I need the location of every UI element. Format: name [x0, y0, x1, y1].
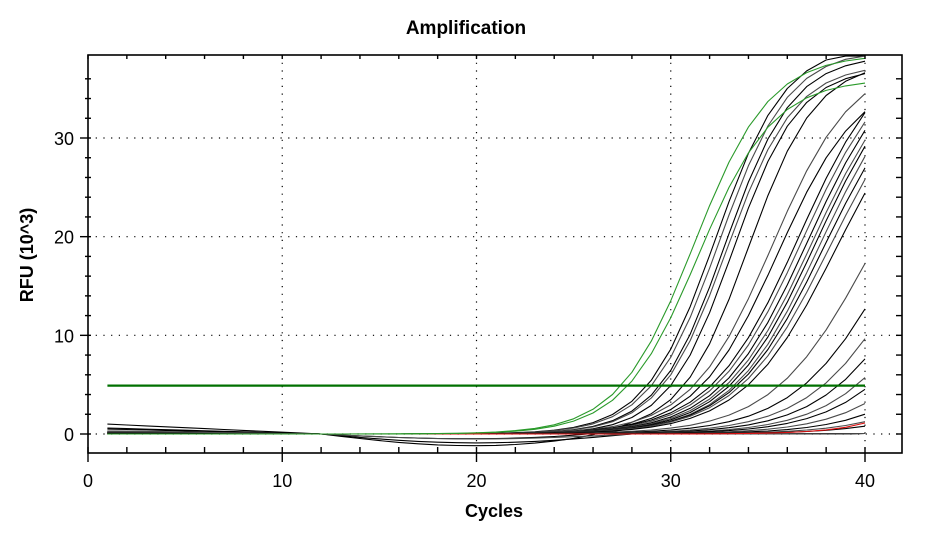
x-tick-label-40: 40: [855, 471, 875, 491]
x-tick-label-20: 20: [466, 471, 486, 491]
x-tick-label-0: 0: [83, 471, 93, 491]
grid-lines: [88, 55, 902, 453]
x-tick-label-10: 10: [272, 471, 292, 491]
y-tick-label-20: 20: [54, 228, 74, 248]
curve-well-15: [107, 167, 866, 440]
chart-title: Amplification: [406, 18, 526, 39]
curve-well-13: [107, 145, 866, 435]
curve-well-19: [107, 308, 866, 435]
y-tick-label-30: 30: [54, 129, 74, 149]
y-tick-label-0: 0: [64, 425, 74, 445]
amplification-curves: [107, 55, 866, 447]
curve-well-4: [107, 69, 866, 435]
curve-well-7: [107, 93, 866, 435]
x-axis-label: Cycles: [465, 501, 523, 521]
curve-well-12: [107, 139, 866, 435]
curve-well-17: [107, 192, 866, 435]
plot-frame: [87, 54, 903, 454]
curve-well-1: [107, 55, 865, 435]
curve-well-6: [107, 72, 866, 447]
curve-well-5: [107, 73, 866, 435]
y-tick-label-10: 10: [54, 326, 74, 346]
curve-well-3: [107, 60, 866, 435]
curve-well-green-2: [107, 82, 866, 435]
curve-well-16: [107, 179, 866, 435]
axis-tick-labels: 0 10 20 30 40 0 10 20 30: [54, 129, 875, 491]
curve-well-2: [107, 55, 866, 435]
y-axis-label: RFU (10^3): [17, 208, 37, 303]
curve-well-10: [107, 121, 866, 435]
curve-well-14: [107, 156, 866, 435]
curve-well-green-1: [107, 57, 866, 435]
x-tick-label-30: 30: [661, 471, 681, 491]
axis-ticks: [80, 55, 902, 462]
